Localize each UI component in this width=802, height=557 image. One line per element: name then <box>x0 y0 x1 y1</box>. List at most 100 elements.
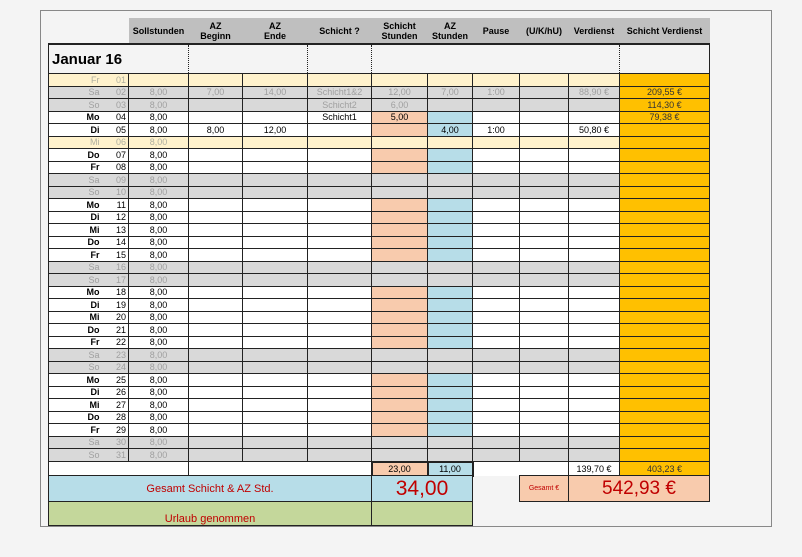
sv-cell[interactable] <box>619 385 710 399</box>
soll-cell[interactable]: 8,00 <box>128 198 189 212</box>
date-cell[interactable]: 18 <box>103 285 129 299</box>
uk-cell[interactable] <box>519 210 569 224</box>
az-cell[interactable] <box>427 73 473 87</box>
beg-cell[interactable] <box>188 323 243 337</box>
date-cell[interactable]: 15 <box>103 248 129 262</box>
az-cell[interactable] <box>427 423 473 437</box>
az-cell[interactable] <box>427 335 473 349</box>
soll-cell[interactable]: 8,00 <box>128 260 189 274</box>
total-cell[interactable] <box>472 461 569 476</box>
uk-cell[interactable] <box>519 160 569 174</box>
weekday-cell[interactable]: Do <box>48 323 104 337</box>
beg-cell[interactable] <box>188 348 243 362</box>
pause-cell[interactable] <box>472 185 520 199</box>
ss-cell[interactable] <box>371 448 428 462</box>
sv-cell[interactable] <box>619 435 710 449</box>
date-cell[interactable]: 03 <box>103 98 129 112</box>
date-cell[interactable]: 19 <box>103 298 129 312</box>
uk-cell[interactable] <box>519 285 569 299</box>
weekday-cell[interactable]: Mo <box>48 110 104 124</box>
az-cell[interactable] <box>427 160 473 174</box>
pause-cell[interactable] <box>472 198 520 212</box>
weekday-cell[interactable]: Mo <box>48 198 104 212</box>
uk-cell[interactable] <box>519 323 569 337</box>
sv-cell[interactable]: 209,55 € <box>619 85 710 99</box>
az-cell[interactable] <box>427 260 473 274</box>
beg-cell[interactable]: 7,00 <box>188 85 243 99</box>
pause-cell[interactable] <box>472 398 520 412</box>
az-cell[interactable] <box>427 373 473 387</box>
sv-cell[interactable]: 79,38 € <box>619 110 710 124</box>
end-cell[interactable] <box>242 323 308 337</box>
pause-cell[interactable] <box>472 435 520 449</box>
date-cell[interactable]: 10 <box>103 185 129 199</box>
end-cell[interactable] <box>242 335 308 349</box>
soll-cell[interactable] <box>128 73 189 87</box>
verd-cell[interactable] <box>568 273 620 287</box>
verd-cell[interactable] <box>568 398 620 412</box>
verd-cell[interactable] <box>568 335 620 349</box>
verd-cell[interactable] <box>568 173 620 187</box>
beg-cell[interactable] <box>188 398 243 412</box>
soll-cell[interactable]: 8,00 <box>128 123 189 137</box>
schicht-cell[interactable] <box>307 310 372 324</box>
schicht-cell[interactable] <box>307 398 372 412</box>
verd-cell[interactable] <box>568 223 620 237</box>
verd-cell[interactable] <box>568 385 620 399</box>
beg-cell[interactable] <box>188 360 243 374</box>
az-cell[interactable] <box>427 210 473 224</box>
az-cell[interactable] <box>427 385 473 399</box>
soll-cell[interactable]: 8,00 <box>128 210 189 224</box>
weekday-cell[interactable]: Di <box>48 385 104 399</box>
urlaub-value-cell[interactable] <box>371 501 473 526</box>
date-cell[interactable]: 22 <box>103 335 129 349</box>
beg-cell[interactable] <box>188 385 243 399</box>
date-cell[interactable]: 13 <box>103 223 129 237</box>
uk-cell[interactable] <box>519 423 569 437</box>
ss-cell[interactable] <box>371 123 428 137</box>
end-cell[interactable] <box>242 148 308 162</box>
end-cell[interactable] <box>242 273 308 287</box>
pause-cell[interactable] <box>472 273 520 287</box>
uk-cell[interactable] <box>519 110 569 124</box>
date-cell[interactable]: 24 <box>103 360 129 374</box>
schicht-cell[interactable] <box>307 248 372 262</box>
end-cell[interactable] <box>242 373 308 387</box>
ss-cell[interactable] <box>371 273 428 287</box>
pause-cell[interactable] <box>472 348 520 362</box>
uk-cell[interactable] <box>519 248 569 262</box>
az-cell[interactable] <box>427 448 473 462</box>
beg-cell[interactable] <box>188 373 243 387</box>
soll-cell[interactable]: 8,00 <box>128 223 189 237</box>
date-cell[interactable]: 05 <box>103 123 129 137</box>
verd-cell[interactable] <box>568 160 620 174</box>
ss-cell[interactable] <box>371 173 428 187</box>
weekday-cell[interactable]: So <box>48 448 104 462</box>
sv-cell[interactable] <box>619 323 710 337</box>
uk-cell[interactable] <box>519 260 569 274</box>
soll-cell[interactable]: 8,00 <box>128 385 189 399</box>
date-cell[interactable]: 02 <box>103 85 129 99</box>
date-cell[interactable]: 31 <box>103 448 129 462</box>
schicht-cell[interactable] <box>307 148 372 162</box>
soll-cell[interactable]: 8,00 <box>128 285 189 299</box>
sv-cell[interactable] <box>619 398 710 412</box>
pause-cell[interactable] <box>472 160 520 174</box>
sv-cell[interactable] <box>619 348 710 362</box>
date-cell[interactable]: 16 <box>103 260 129 274</box>
soll-cell[interactable]: 8,00 <box>128 135 189 149</box>
end-cell[interactable] <box>242 285 308 299</box>
date-cell[interactable]: 27 <box>103 398 129 412</box>
beg-cell[interactable] <box>188 185 243 199</box>
soll-cell[interactable]: 8,00 <box>128 360 189 374</box>
verd-cell[interactable] <box>568 323 620 337</box>
date-cell[interactable]: 12 <box>103 210 129 224</box>
end-cell[interactable] <box>242 185 308 199</box>
verd-cell[interactable] <box>568 198 620 212</box>
weekday-cell[interactable]: Fr <box>48 423 104 437</box>
weekday-cell[interactable]: Do <box>48 148 104 162</box>
soll-cell[interactable]: 8,00 <box>128 110 189 124</box>
ss-cell[interactable] <box>371 385 428 399</box>
ss-cell[interactable] <box>371 185 428 199</box>
ss-cell[interactable] <box>371 235 428 249</box>
